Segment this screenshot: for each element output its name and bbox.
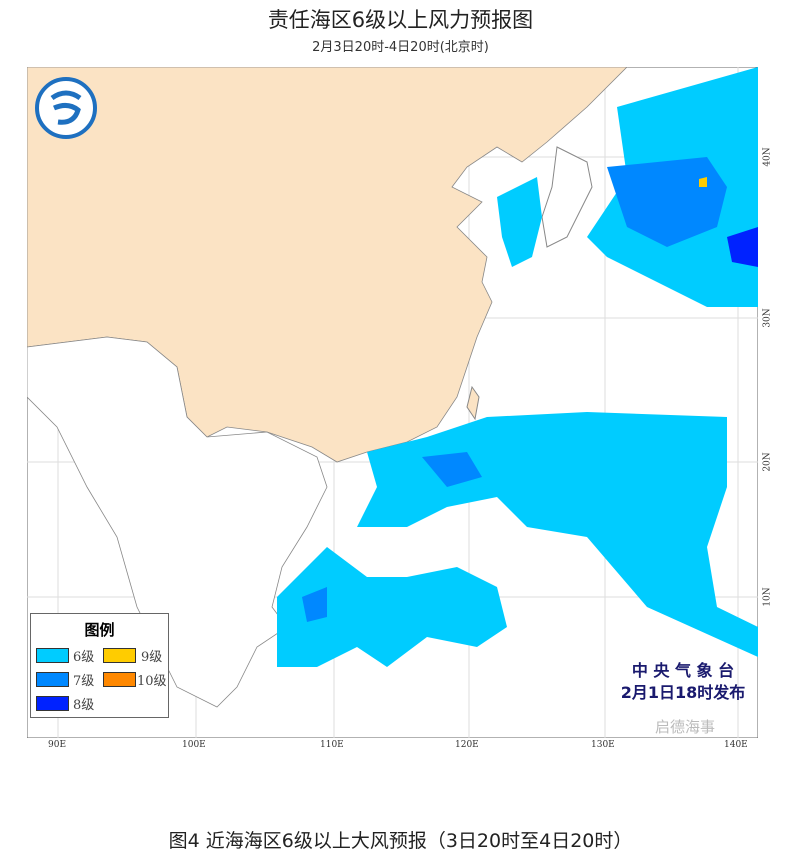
legend-swatch-10 — [103, 672, 136, 687]
watermark: 启德海事 — [655, 718, 716, 736]
wind-zone-7 — [302, 587, 327, 622]
southeast-asia-land — [27, 336, 328, 708]
wind-zone-7 — [607, 157, 727, 247]
lat-label: 20N — [762, 452, 773, 472]
issue-time: 2月1日18时发布 — [620, 683, 746, 702]
legend-title: 图例 — [84, 621, 115, 639]
lon-label: 140E — [724, 740, 748, 750]
legend: 图例 6级 7级 8级 9级 10级 — [30, 613, 169, 718]
legend-swatch-6 — [36, 648, 69, 663]
wind-zone-6 — [277, 547, 507, 667]
wind-zones-7 — [302, 157, 727, 622]
lon-label: 110E — [320, 740, 344, 750]
legend-label: 10级 — [137, 674, 167, 689]
lat-label: 10N — [762, 587, 773, 607]
map-subtitle: 2月3日20时-4日20时(北京时) — [312, 40, 489, 55]
legend-label: 6级 — [73, 650, 95, 665]
taiwan-island — [466, 385, 480, 421]
wind-zone-6 — [497, 177, 542, 267]
legend-swatch-9 — [103, 648, 136, 663]
lat-label: 40N — [762, 147, 773, 167]
lon-label: 120E — [455, 740, 479, 750]
issuer-name: 中 央 气 象 台 — [631, 661, 735, 680]
map-title: 责任海区6级以上风力预报图 — [267, 8, 534, 32]
wind-zone-9 — [699, 177, 707, 187]
cma-logo-icon — [35, 77, 97, 139]
lat-label: 30N — [762, 308, 773, 328]
lon-label: 90E — [48, 740, 67, 750]
lon-label: 100E — [182, 740, 206, 750]
wind-zone-7 — [422, 452, 482, 487]
legend-swatch-7 — [36, 672, 69, 687]
issuer-block: 中 央 气 象 台 2月1日18时发布 — [598, 660, 768, 704]
legend-swatch-8 — [36, 696, 69, 711]
wind-zone-8 — [727, 227, 758, 267]
lon-label: 130E — [591, 740, 615, 750]
legend-label: 7级 — [73, 674, 95, 689]
legend-label: 8级 — [73, 698, 95, 713]
figure-caption: 图4 近海海区6级以上大风预报（3日20时至4日20时） — [168, 830, 633, 852]
legend-label: 9级 — [141, 650, 163, 665]
